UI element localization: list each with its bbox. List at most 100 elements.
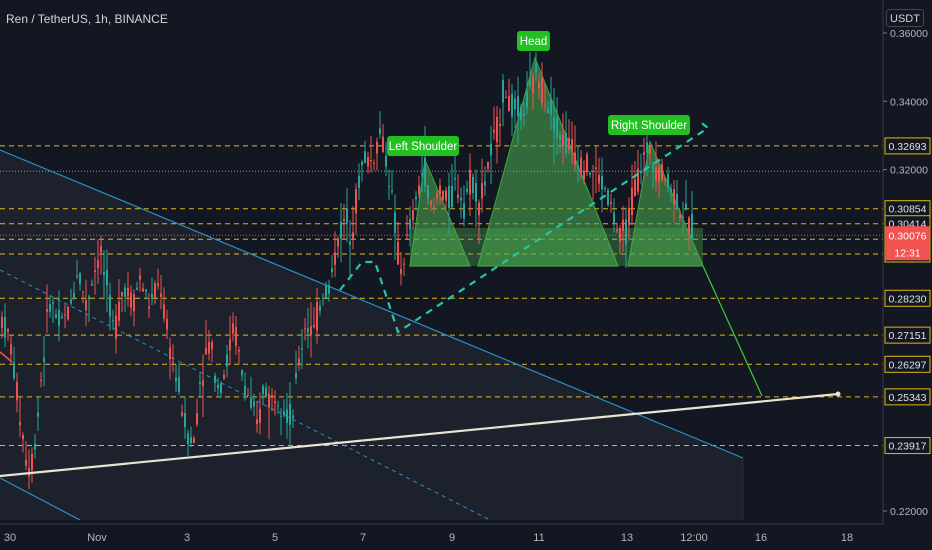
candle-body — [667, 173, 669, 188]
candle-body — [91, 283, 93, 286]
candle-body — [430, 201, 432, 206]
currency-button[interactable]: USDT — [886, 9, 924, 27]
candle-body — [424, 157, 426, 187]
channel-upper-line — [0, 149, 744, 459]
candle-body — [253, 401, 255, 407]
candle-body — [379, 128, 381, 135]
candle-body — [109, 294, 111, 317]
arrow-marker — [0, 351, 13, 363]
candle-body — [511, 93, 513, 117]
neckline — [339, 119, 710, 334]
candle-body — [73, 292, 75, 299]
x-tick-label-4: 7 — [360, 532, 366, 544]
projection-line — [702, 265, 763, 397]
candle-body — [433, 207, 435, 209]
candle-body — [361, 161, 363, 166]
candle-body — [415, 196, 417, 200]
candle-body — [490, 143, 492, 156]
candle-body — [568, 137, 570, 150]
candle-body — [229, 339, 231, 351]
left-shoulder-label-bg — [387, 136, 459, 156]
candle-body — [79, 273, 81, 285]
candle-body — [166, 318, 168, 330]
candle-body — [487, 161, 489, 169]
candle-body — [454, 178, 456, 180]
candle-body — [1, 316, 3, 329]
x-tick-label-9: 16 — [755, 532, 767, 544]
candle-body — [163, 304, 165, 319]
candle-body — [223, 374, 225, 379]
level-tag-label-5: 0.28230 — [889, 293, 927, 305]
candle-body — [139, 275, 141, 280]
candle-body — [661, 164, 663, 180]
candle-body — [97, 260, 99, 269]
candle-body — [517, 96, 519, 116]
candle-body — [349, 241, 351, 245]
candle-body — [505, 97, 507, 99]
candle-body — [244, 385, 246, 395]
candle-body — [184, 412, 186, 427]
candle-body — [37, 412, 39, 417]
candle-body — [16, 381, 18, 401]
left-shoulder-label: Left Shoulder — [389, 141, 458, 153]
candle-body — [526, 91, 528, 108]
candle-body — [685, 203, 687, 210]
trendline-handle — [835, 391, 841, 397]
candle-body — [106, 269, 108, 286]
candle-body — [472, 176, 474, 194]
level-tag-8 — [884, 388, 931, 406]
candle-body — [493, 129, 495, 133]
candle-body — [655, 167, 657, 181]
candle-body — [205, 348, 207, 355]
candle-body — [118, 301, 120, 321]
candle-body — [463, 203, 465, 219]
candle-body — [160, 293, 162, 298]
candle-body — [520, 106, 522, 121]
candle-body — [145, 289, 147, 292]
candle-body — [220, 383, 222, 394]
candle-body — [232, 323, 234, 334]
candle-body — [439, 185, 441, 195]
candle-body — [499, 124, 501, 127]
candle-body — [649, 146, 651, 154]
candle-body — [208, 341, 210, 354]
candle-body — [607, 190, 609, 205]
channel-fill — [0, 150, 743, 520]
candle-body — [658, 167, 660, 183]
candle-body — [550, 98, 552, 115]
level-tag-label-0: 0.32693 — [889, 141, 927, 153]
candle-body — [76, 275, 78, 277]
candle-body — [271, 394, 273, 397]
candle-body — [670, 188, 672, 192]
candle-body — [217, 384, 219, 389]
candle-body — [673, 188, 675, 205]
candle-body — [265, 387, 267, 398]
candle-body — [307, 328, 309, 333]
candle-body — [565, 133, 567, 154]
candle-body — [592, 171, 594, 173]
candle-body — [571, 138, 573, 152]
level-tag-5 — [884, 289, 931, 307]
level-tag-label-9: 0.23917 — [889, 441, 927, 453]
candle-body — [553, 117, 555, 132]
candle-body — [10, 344, 12, 355]
candle-body — [367, 157, 369, 167]
candle-body — [151, 293, 153, 299]
level-tag-7 — [884, 355, 931, 373]
candle-body — [283, 411, 285, 416]
candle-body — [586, 154, 588, 173]
candle-body — [640, 170, 642, 174]
candle-body — [532, 76, 534, 94]
candle-body — [475, 182, 477, 202]
candle-body — [466, 188, 468, 192]
candle-body — [70, 299, 72, 304]
candle-body — [643, 152, 645, 155]
candle-body — [598, 175, 600, 184]
candle-body — [52, 302, 54, 304]
candle-body — [193, 438, 195, 443]
candle-body — [448, 186, 450, 209]
candle-body — [544, 105, 546, 107]
candle-body — [127, 287, 129, 297]
candle-body — [325, 284, 327, 298]
